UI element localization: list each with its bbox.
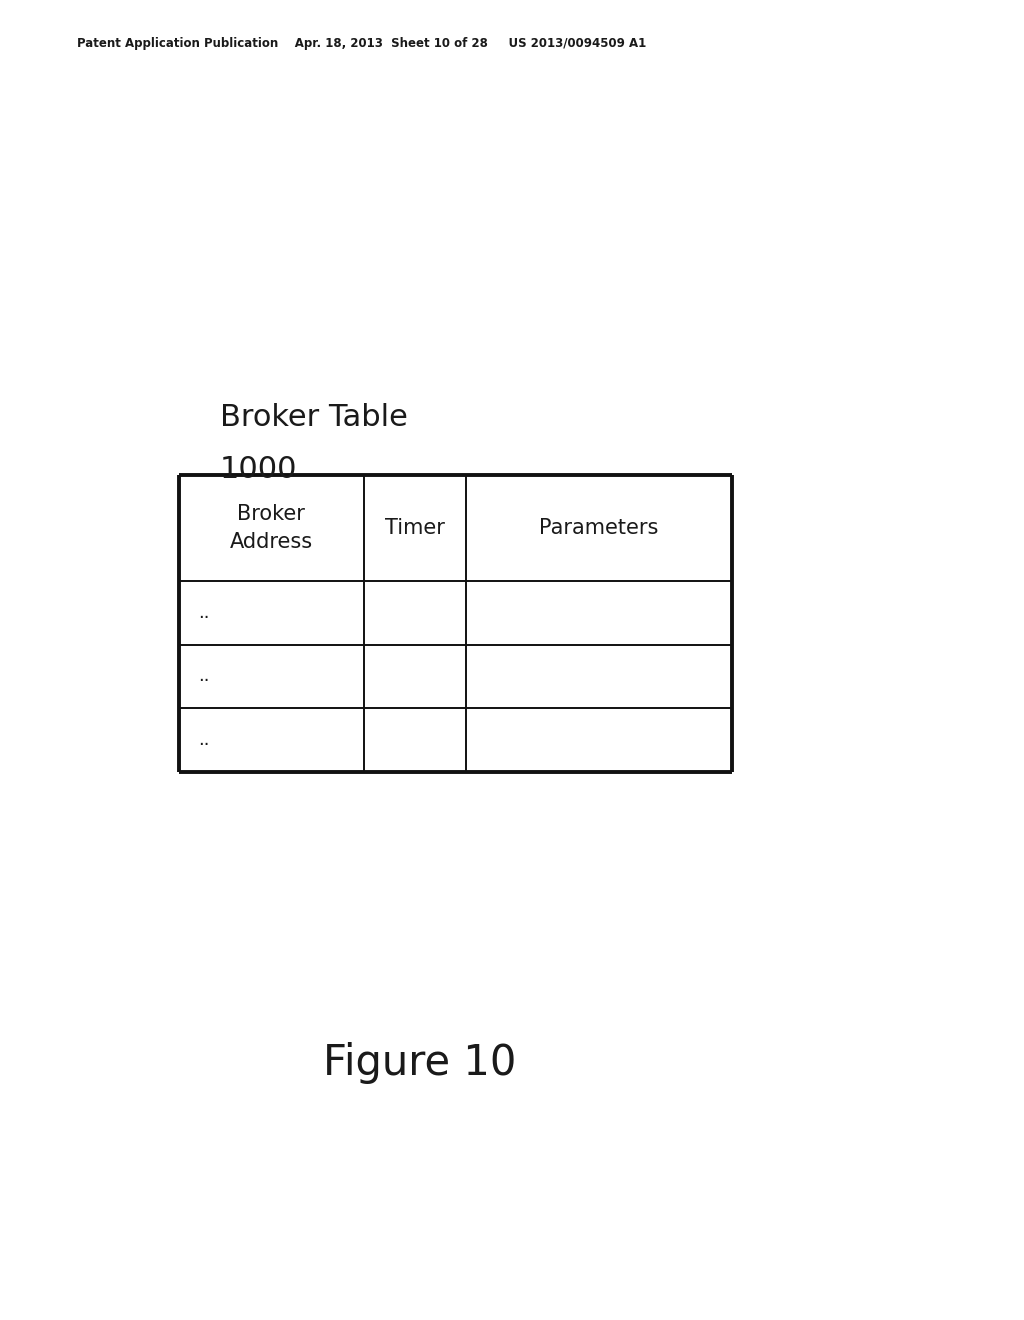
Text: Figure 10: Figure 10 <box>324 1041 516 1084</box>
Text: 1000: 1000 <box>220 455 298 484</box>
Text: Parameters: Parameters <box>540 517 658 539</box>
Text: ..: .. <box>198 603 209 622</box>
Text: Broker
Address: Broker Address <box>229 504 313 552</box>
Text: ..: .. <box>198 668 209 685</box>
Text: Patent Application Publication    Apr. 18, 2013  Sheet 10 of 28     US 2013/0094: Patent Application Publication Apr. 18, … <box>77 37 646 50</box>
Text: Broker Table: Broker Table <box>220 403 408 432</box>
Text: Timer: Timer <box>385 517 444 539</box>
Text: ..: .. <box>198 731 209 750</box>
